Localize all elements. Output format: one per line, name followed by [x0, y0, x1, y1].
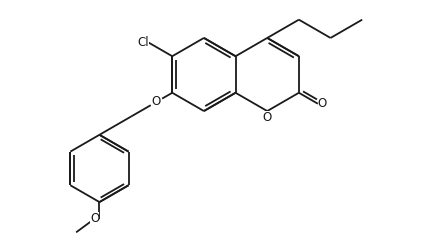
Text: O: O [152, 96, 161, 108]
Text: O: O [90, 212, 99, 225]
Text: O: O [318, 97, 327, 110]
Text: Cl: Cl [137, 36, 149, 49]
Text: O: O [263, 111, 272, 124]
